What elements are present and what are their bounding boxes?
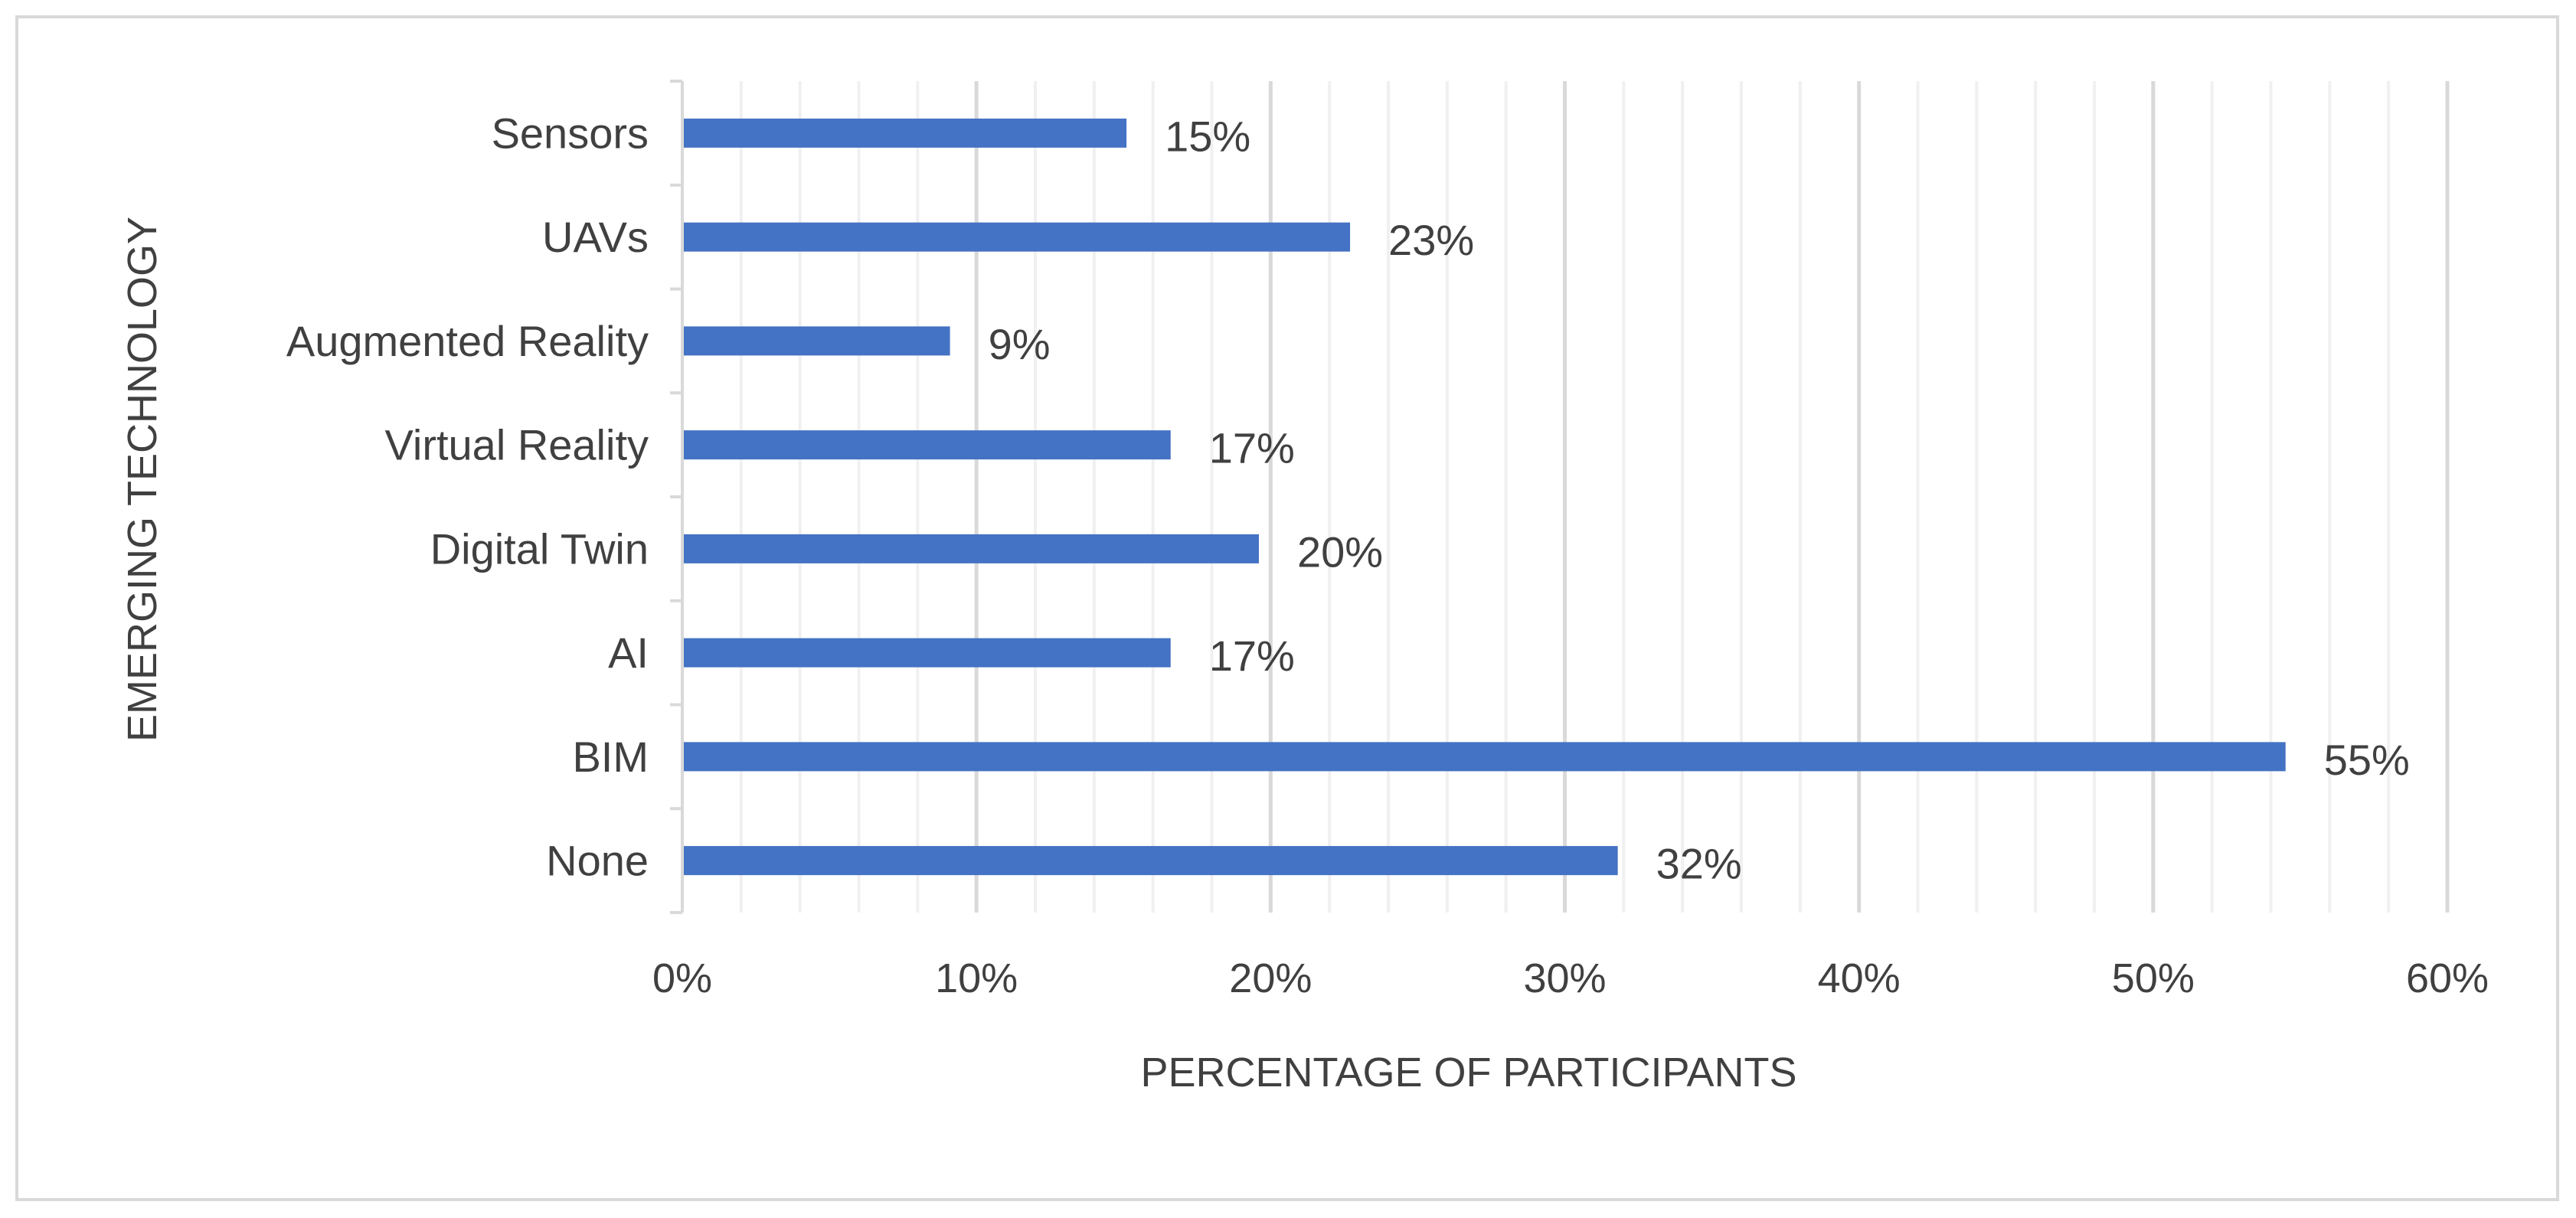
data-label: 17% [1209, 424, 1295, 472]
data-label: 32% [1656, 840, 1742, 888]
data-label: 23% [1388, 216, 1474, 264]
x-tick-label: 20% [1229, 955, 1312, 1001]
x-axis-title: PERCENTAGE OF PARTICIPANTS [1140, 1050, 1796, 1096]
category-label: BIM [572, 733, 649, 781]
x-tick-label: 10% [935, 955, 1018, 1001]
x-tick-label: 50% [2112, 955, 2195, 1001]
category-label: Augmented Reality [286, 317, 649, 365]
chart-frame: 15% 23% 9% 17% 20% 17% 55% 32% Sensors UAVs Augme… [15, 15, 2559, 1201]
bar-bim [684, 742, 2286, 772]
data-label: 20% [1297, 527, 1383, 576]
bar-virtual-reality [684, 430, 1171, 460]
x-tick-label: 0% [652, 955, 712, 1001]
tick-labels: Sensors UAVs Augmented Reality Virtual Real… [286, 109, 2489, 1001]
category-label: Digital Twin [430, 524, 649, 573]
bar-uavs [684, 222, 1351, 252]
bar-sensors [684, 118, 1127, 148]
axes [670, 80, 684, 914]
bars [684, 118, 2286, 876]
category-label: AI [608, 629, 649, 677]
x-tick-label: 30% [1523, 955, 1606, 1001]
category-label: None [546, 837, 649, 885]
data-label: 17% [1209, 632, 1295, 680]
bar-digital-twin [684, 534, 1259, 563]
category-label: Virtual Reality [385, 421, 649, 469]
bar-augmented-reality [684, 326, 950, 356]
data-labels: 15% 23% 9% 17% 20% 17% 55% 32% [989, 112, 2410, 887]
x-tick-label: 60% [2406, 955, 2489, 1001]
bar-none [684, 846, 1618, 876]
data-label: 9% [989, 320, 1051, 368]
bar-ai [684, 638, 1171, 668]
data-label: 15% [1165, 112, 1250, 160]
category-label: UAVs [542, 213, 649, 261]
gridlines [739, 81, 2450, 913]
bar-chart: 15% 23% 9% 17% 20% 17% 55% 32% Sensors UAVs Augme… [119, 80, 2489, 1096]
data-label: 55% [2324, 736, 2410, 784]
x-tick-label: 40% [1818, 955, 1901, 1001]
y-axis-title: EMERGING TECHNOLOGY [119, 217, 165, 742]
category-label: Sensors [492, 109, 649, 157]
